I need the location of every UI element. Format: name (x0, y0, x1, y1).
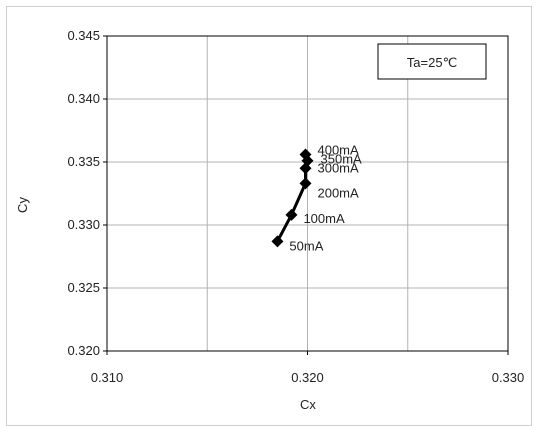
y-tick-label: 0.320 (67, 343, 100, 358)
data-point-marker (299, 148, 312, 161)
annotation-box: Ta=25℃ (377, 43, 487, 80)
data-point-label: 300mA (317, 160, 359, 175)
grid-lines (107, 36, 508, 351)
x-tick-labels: 0.310 0.320 0.330 (91, 351, 525, 385)
data-point-label: 400mA (317, 142, 359, 157)
x-tick-label: 0.310 (91, 370, 124, 385)
y-tick-label: 0.335 (67, 154, 100, 169)
x-axis-label: Cx (300, 397, 316, 412)
y-tick-label: 0.340 (67, 91, 100, 106)
annotation-text: Ta=25℃ (407, 55, 457, 70)
y-tick-label: 0.325 (67, 280, 100, 295)
y-tick-label: 0.330 (67, 217, 100, 232)
data-point-marker (285, 208, 298, 221)
x-tick-label: 0.320 (291, 370, 324, 385)
data-point-label: 200mA (317, 185, 359, 200)
data-point-label: 50mA (289, 238, 323, 253)
series-markers (271, 148, 314, 248)
data-point-label: 350mA (321, 152, 363, 167)
data-point-label: 100mA (303, 211, 345, 226)
data-point-marker (271, 235, 284, 248)
x-tick-label: 0.330 (492, 370, 525, 385)
y-axis-label: Cy (15, 197, 30, 213)
y-tick-label: 0.345 (67, 28, 100, 43)
y-tick-labels: 0.320 0.325 0.330 0.335 0.340 0.345 (67, 28, 107, 358)
data-point-marker (299, 177, 312, 190)
